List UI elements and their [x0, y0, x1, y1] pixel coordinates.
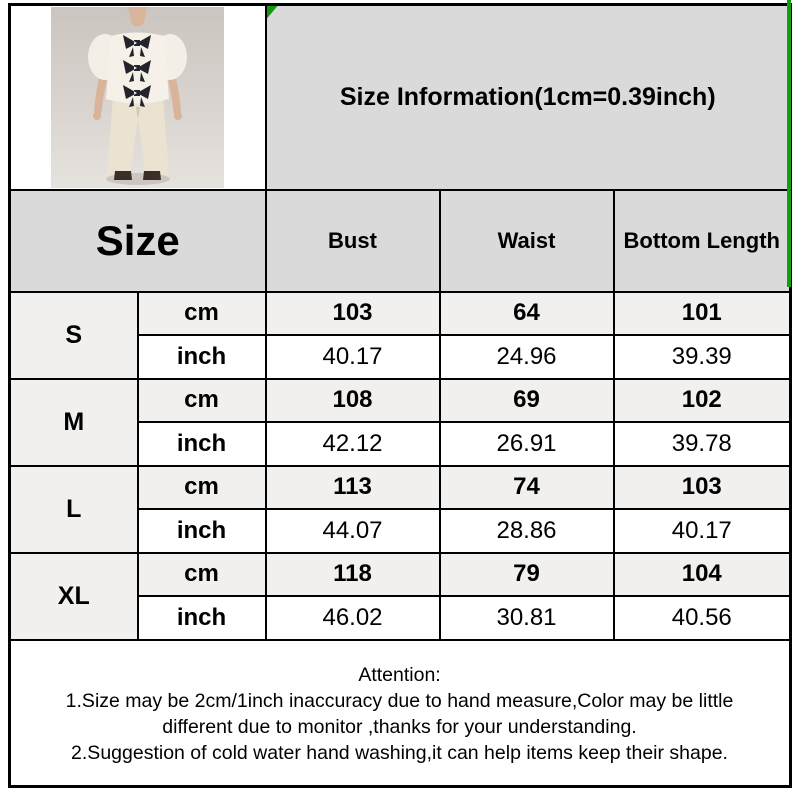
unit-label-cm: cm — [136, 290, 267, 336]
unit-label-cm: cm — [136, 377, 267, 423]
table-row: L cm 113 74 103 — [8, 464, 792, 554]
value-m-inch-waist: 26.91 — [438, 421, 615, 467]
attention-note: Attention: 1.Size may be 2cm/1inch inacc… — [8, 638, 792, 788]
green-corner-triangle-icon — [267, 6, 278, 19]
pants-crease — [136, 106, 141, 119]
value-l-inch-bust: 44.07 — [264, 508, 441, 554]
neck — [128, 6, 148, 27]
value-l-cm-bust: 113 — [264, 464, 441, 510]
table-row: XL cm 118 79 104 — [8, 551, 792, 641]
attention-line-3: 2.Suggestion of cold water hand washing,… — [71, 742, 728, 765]
left-arm — [94, 72, 108, 115]
value-xl-cm-bottom: 104 — [612, 551, 792, 597]
black-bows — [123, 34, 152, 107]
right-sandal — [143, 170, 162, 180]
size-label-m: M — [8, 377, 139, 467]
table-row: S cm 103 64 101 — [8, 290, 792, 380]
value-m-cm-waist: 69 — [438, 377, 615, 423]
value-m-cm-bust: 108 — [264, 377, 441, 423]
value-m-cm-bottom: 102 — [612, 377, 792, 423]
table-row: inch 44.07 28.86 40.17 — [10, 508, 792, 554]
value-xl-cm-bust: 118 — [264, 551, 441, 597]
value-s-inch-waist: 24.96 — [438, 334, 615, 380]
value-xl-inch-bust: 46.02 — [264, 595, 441, 641]
value-l-inch-bottom: 40.17 — [612, 508, 792, 554]
size-label-s: S — [8, 290, 139, 380]
attention-heading: Attention: — [358, 664, 441, 687]
table-row: M cm 108 69 102 — [8, 377, 792, 467]
unit-label-inch: inch — [136, 421, 267, 467]
unit-label-cm: cm — [136, 464, 267, 510]
column-header-waist: Waist — [438, 188, 615, 293]
table-row: inch 40.17 24.96 39.39 — [10, 334, 792, 380]
value-s-cm-bust: 103 — [264, 290, 441, 336]
attention-line-1: 1.Size may be 2cm/1inch inaccuracy due t… — [65, 690, 734, 713]
value-s-cm-bottom: 101 — [612, 290, 792, 336]
size-info-title: Size Information(1cm=0.39inch) — [339, 82, 716, 111]
size-info-header-cell: Size Information(1cm=0.39inch) — [264, 3, 792, 191]
value-xl-inch-waist: 30.81 — [438, 595, 615, 641]
unit-label-inch: inch — [136, 595, 267, 641]
table-row: inch 42.12 26.91 39.78 — [10, 421, 792, 467]
value-xl-inch-bottom: 40.56 — [612, 595, 792, 641]
value-l-cm-waist: 74 — [438, 464, 615, 510]
wide-leg-pants — [107, 96, 170, 176]
value-m-inch-bottom: 39.78 — [612, 421, 792, 467]
right-hand — [174, 111, 183, 120]
green-edge-stripe — [787, 0, 791, 287]
size-label-xl: XL — [8, 551, 139, 641]
unit-label-cm: cm — [136, 551, 267, 597]
column-header-bust: Bust — [264, 188, 441, 293]
value-s-cm-waist: 64 — [438, 290, 615, 336]
product-photo-cell — [8, 3, 267, 191]
attention-line-2: different due to monitor ,thanks for you… — [162, 716, 637, 739]
product-photo — [51, 6, 225, 188]
size-label-l: L — [8, 464, 139, 554]
value-s-inch-bust: 40.17 — [264, 334, 441, 380]
value-m-inch-bust: 42.12 — [264, 421, 441, 467]
left-hand — [93, 111, 102, 120]
value-xl-cm-waist: 79 — [438, 551, 615, 597]
value-l-inch-waist: 28.86 — [438, 508, 615, 554]
unit-label-inch: inch — [136, 508, 267, 554]
column-header-bottom-length: Bottom Length — [612, 188, 792, 293]
unit-label-inch: inch — [136, 334, 267, 380]
value-l-cm-bottom: 103 — [612, 464, 792, 510]
left-sandal — [114, 170, 133, 180]
right-arm — [168, 72, 182, 115]
size-table: Size Information(1cm=0.39inch) Size Bust… — [8, 3, 793, 788]
value-s-inch-bottom: 39.39 — [612, 334, 792, 380]
size-header: Size — [8, 188, 267, 293]
table-row: inch 46.02 30.81 40.56 — [10, 595, 792, 641]
